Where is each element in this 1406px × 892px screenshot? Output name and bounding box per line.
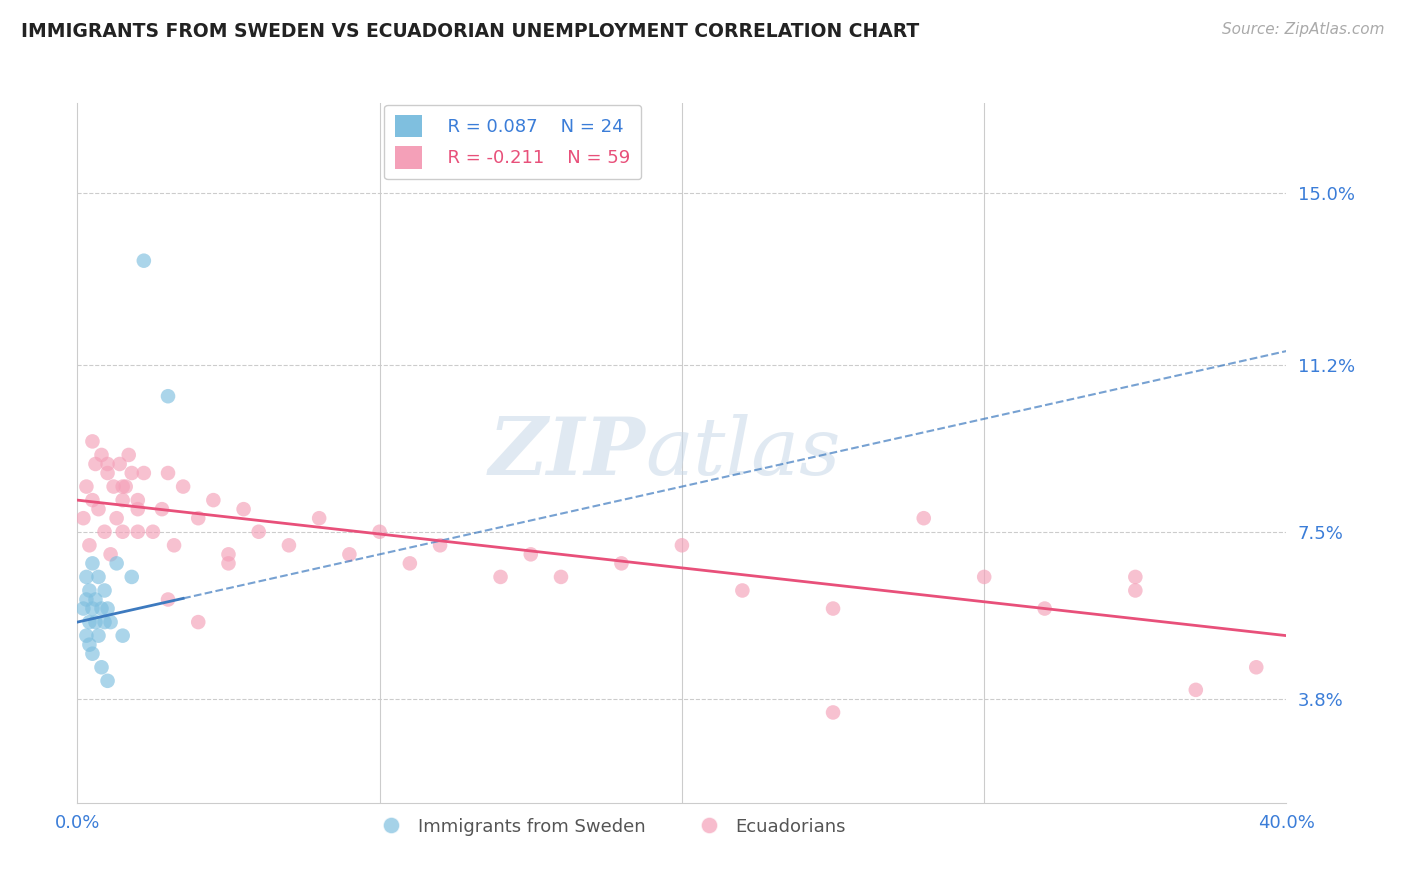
Point [550, 570, 572, 584]
Point [1125, 570, 1147, 584]
Point [232, 502, 254, 516]
Point [84, 457, 107, 471]
Point [105, 511, 128, 525]
Point [105, 557, 128, 571]
Point [100, 615, 122, 629]
Point [114, 479, 136, 493]
Point [87, 629, 110, 643]
Point [103, 479, 125, 493]
Point [84, 592, 107, 607]
Point [87, 570, 110, 584]
Point [96, 601, 118, 615]
Point [127, 493, 149, 508]
Point [157, 592, 180, 607]
Point [79, 615, 101, 629]
Point [90, 601, 112, 615]
Point [82, 601, 104, 615]
Point [278, 538, 301, 552]
Point [96, 457, 118, 471]
Point [247, 524, 270, 539]
Point [429, 538, 451, 552]
Point [90, 448, 112, 462]
Point [82, 493, 104, 508]
Point [118, 448, 141, 462]
Point [100, 547, 122, 561]
Point [157, 466, 180, 480]
Point [82, 557, 104, 571]
Point [218, 557, 240, 571]
Point [368, 524, 391, 539]
Point [1125, 583, 1147, 598]
Point [79, 583, 101, 598]
Point [520, 547, 543, 561]
Point [72, 511, 94, 525]
Point [132, 466, 155, 480]
Text: atlas: atlas [645, 414, 841, 491]
Point [187, 615, 209, 629]
Text: ZIP: ZIP [489, 414, 645, 491]
Point [111, 479, 134, 493]
Point [150, 502, 173, 516]
Point [75, 479, 97, 493]
Point [82, 434, 104, 449]
Point [489, 570, 512, 584]
Point [82, 647, 104, 661]
Point [108, 457, 131, 471]
Point [202, 493, 225, 508]
Point [96, 466, 118, 480]
Point [79, 638, 101, 652]
Point [218, 547, 240, 561]
Point [84, 615, 107, 629]
Point [72, 601, 94, 615]
Point [93, 583, 115, 598]
Point [132, 253, 155, 268]
Point [90, 660, 112, 674]
Point [93, 615, 115, 629]
Text: Source: ZipAtlas.com: Source: ZipAtlas.com [1222, 22, 1385, 37]
Point [111, 493, 134, 508]
Point [1185, 682, 1208, 697]
Point [127, 524, 149, 539]
Point [127, 502, 149, 516]
Point [339, 547, 360, 561]
Point [75, 592, 97, 607]
Legend: Immigrants from Sweden, Ecuadorians: Immigrants from Sweden, Ecuadorians [366, 810, 853, 843]
Point [973, 570, 995, 584]
Point [111, 524, 134, 539]
Point [121, 570, 143, 584]
Point [96, 673, 118, 688]
Point [399, 557, 422, 571]
Point [731, 583, 754, 598]
Point [75, 629, 97, 643]
Point [1246, 660, 1268, 674]
Point [87, 502, 110, 516]
Point [111, 629, 134, 643]
Point [308, 511, 330, 525]
Point [121, 466, 143, 480]
Point [821, 706, 844, 720]
Text: IMMIGRANTS FROM SWEDEN VS ECUADORIAN UNEMPLOYMENT CORRELATION CHART: IMMIGRANTS FROM SWEDEN VS ECUADORIAN UNE… [21, 22, 920, 41]
Point [142, 524, 165, 539]
Point [172, 479, 194, 493]
Point [157, 389, 180, 403]
Point [79, 538, 101, 552]
Point [671, 538, 693, 552]
Point [187, 511, 209, 525]
Point [912, 511, 935, 525]
Point [75, 570, 97, 584]
Point [163, 538, 186, 552]
Point [821, 601, 844, 615]
Point [93, 524, 115, 539]
Point [610, 557, 633, 571]
Point [1033, 601, 1056, 615]
